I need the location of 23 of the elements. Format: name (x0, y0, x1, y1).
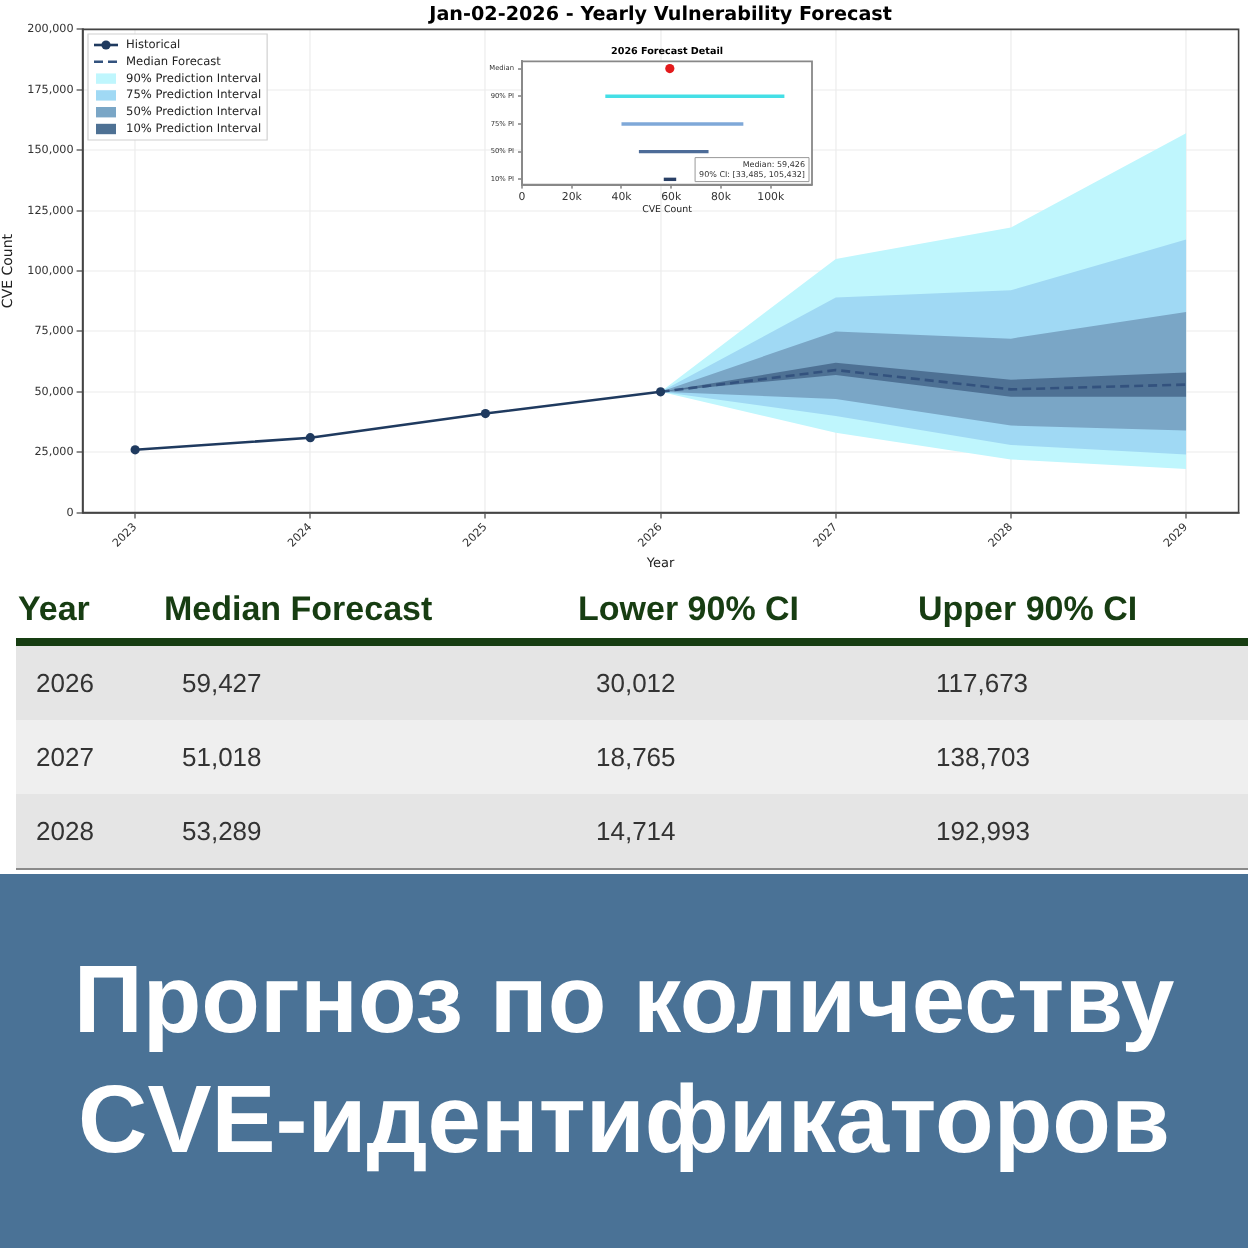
data-label: 14,714 (576, 794, 916, 869)
series-label: Lower 90% CI (576, 580, 916, 642)
line-series (659, 368, 1188, 394)
data-label: 117,673 (916, 642, 1248, 720)
point (305, 433, 315, 443)
point (130, 445, 140, 455)
data-label: 192,993 (916, 794, 1248, 869)
data-label: 18,765 (576, 720, 916, 794)
chart-title: Jan-02-2026 - Yearly Vulnerability Forecast (427, 3, 893, 26)
point (480, 408, 491, 419)
data-label: 30,012 (576, 642, 916, 720)
category-label: 2028 (16, 794, 162, 869)
data-label: 53,289 (162, 794, 576, 869)
text: Year (16, 580, 162, 642)
data-label: 51,018 (162, 720, 576, 794)
category-label: 2027 (16, 720, 162, 794)
series-label: Upper 90% CI (916, 580, 1248, 642)
point (656, 387, 666, 397)
data-label: 138,703 (916, 720, 1248, 794)
category-label: 2026 (16, 642, 162, 720)
data-label: 59,427 (162, 642, 576, 720)
text: Прогноз по количеству CVE-идентификаторов (71, 945, 1177, 1177)
series-label: Median Forecast (162, 580, 576, 642)
